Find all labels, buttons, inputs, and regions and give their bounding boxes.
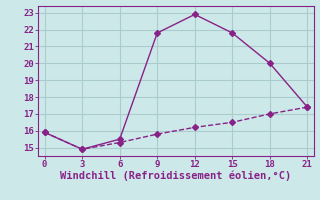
X-axis label: Windchill (Refroidissement éolien,°C): Windchill (Refroidissement éolien,°C) bbox=[60, 171, 292, 181]
